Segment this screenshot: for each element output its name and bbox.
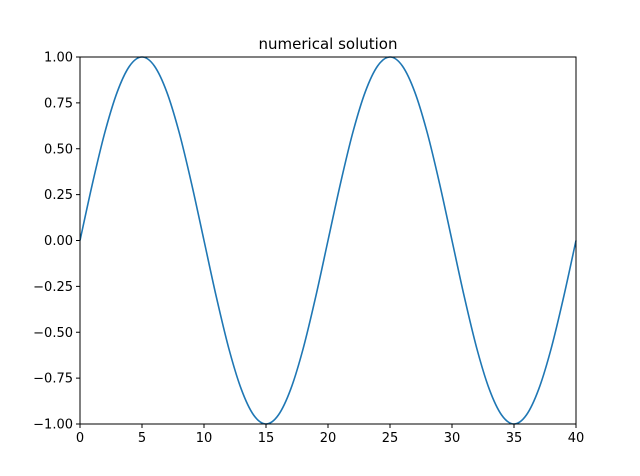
x-tick-label: 25	[382, 431, 399, 446]
chart-title: numerical solution	[259, 35, 398, 53]
y-tick-label: 0.75	[44, 96, 73, 111]
x-tick-label: 30	[444, 431, 461, 446]
x-tick-label: 40	[568, 431, 585, 446]
x-tick-label: 15	[258, 431, 275, 446]
x-tick-label: 35	[506, 431, 523, 446]
y-tick-label: 1.00	[44, 51, 73, 66]
y-tick-label: −0.50	[33, 326, 73, 341]
x-tick-label: 0	[76, 431, 84, 446]
y-tick-label: 0.00	[44, 234, 73, 249]
x-tick-label: 5	[138, 431, 146, 446]
plot-area	[79, 56, 577, 425]
y-tick-label: −0.75	[33, 372, 73, 387]
series-line-0	[79, 56, 577, 425]
x-tick-label: 20	[320, 431, 337, 446]
y-tick-label: 0.25	[44, 188, 73, 203]
axes: 0 5 10 15 20 25 30 35 40 −1.00 −0.75 −0.50 −0.25 0.00…	[33, 51, 584, 447]
x-tick-label: 10	[196, 431, 213, 446]
y-tick-label: −1.00	[33, 418, 73, 433]
y-tick-label: −0.25	[33, 280, 73, 295]
y-tick-label: 0.50	[44, 142, 73, 157]
